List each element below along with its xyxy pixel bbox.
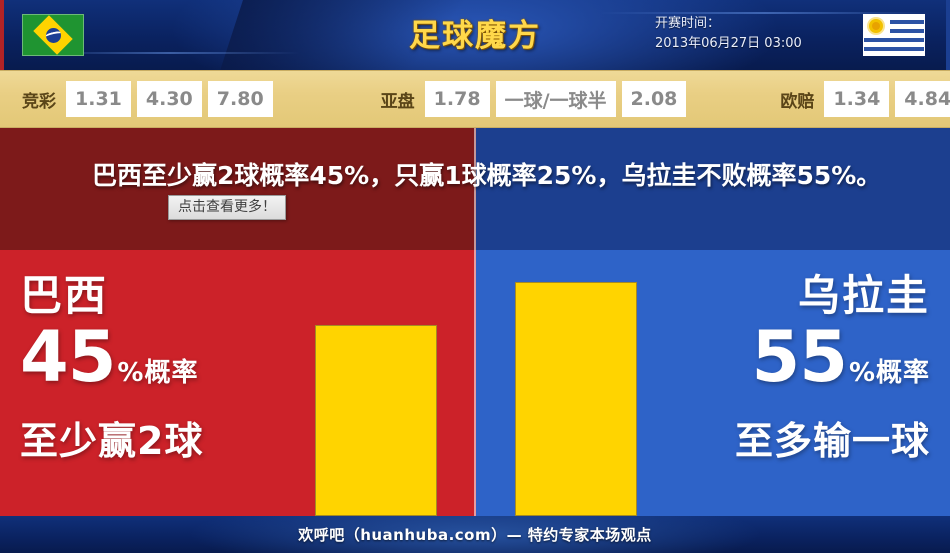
probability-bar-away [515, 282, 637, 516]
probability-bar-home [315, 325, 437, 516]
odds-label-jingcai: 竞彩 [22, 91, 56, 112]
odds-cell-asian-home[interactable]: 1.78 [424, 81, 490, 117]
uruguay-flag-stripe [864, 47, 924, 51]
odds-cell-jingcai-draw[interactable]: 4.30 [136, 81, 202, 117]
away-headline-panel [476, 128, 950, 250]
odds-bar: 竞彩 1.31 4.30 7.80 亚盘 1.78 一球/一球半 2.08 欧赔… [0, 70, 950, 128]
main-stage [0, 128, 950, 516]
kickoff-value: 2013年06月27日 03:00 [655, 36, 802, 51]
footer-bar: 欢呼吧（huanhuba.com）— 特约专家本场观点 [0, 516, 950, 553]
footer-text: 欢呼吧（huanhuba.com）— 特约专家本场观点 [298, 526, 652, 544]
header-light-streak [600, 12, 930, 14]
uruguay-flag-icon [863, 14, 925, 56]
odds-cell-asian-away[interactable]: 2.08 [621, 81, 687, 117]
odds-cell-jingcai-home[interactable]: 1.31 [66, 81, 131, 117]
header-light-streak [40, 52, 300, 54]
odds-group-jingcai: 竞彩 1.31 4.30 7.80 [22, 81, 273, 117]
odds-label-european: 欧赔 [780, 91, 815, 112]
odds-group-asian-handicap: 亚盘 1.78 一球/一球半 2.08 [381, 81, 687, 117]
panel-divider [474, 128, 476, 516]
odds-cell-european-home[interactable]: 1.34 [824, 81, 890, 117]
odds-cell-jingcai-away[interactable]: 7.80 [207, 81, 273, 117]
brazil-flag-icon [22, 14, 84, 56]
uruguay-flag-stripe [890, 29, 924, 33]
header-left-edge [0, 0, 4, 70]
brazil-flag-globe [45, 27, 61, 43]
header-right-edge [946, 0, 950, 70]
uruguay-flag-stripe [864, 38, 924, 42]
odds-cell-european-draw[interactable]: 4.84 [895, 81, 950, 117]
odds-cell-asian-line[interactable]: 一球/一球半 [495, 81, 616, 117]
kickoff-time-block: 开赛时间： 2013年06月27日 03:00 [655, 14, 802, 54]
uruguay-flag-sun [869, 19, 883, 33]
odds-group-european: 欧赔 1.34 4.84 8.20 [780, 81, 950, 117]
click-for-more-tooltip[interactable]: 点击查看更多！ [168, 195, 286, 220]
header-bar: 足球魔方 开赛时间： 2013年06月27日 03:00 [0, 0, 950, 70]
odds-label-asian-handicap: 亚盘 [380, 91, 415, 112]
uruguay-flag-stripe [890, 20, 924, 24]
home-headline-panel [0, 128, 476, 250]
kickoff-label: 开赛时间： [655, 16, 721, 31]
header-sheen [207, 0, 553, 70]
